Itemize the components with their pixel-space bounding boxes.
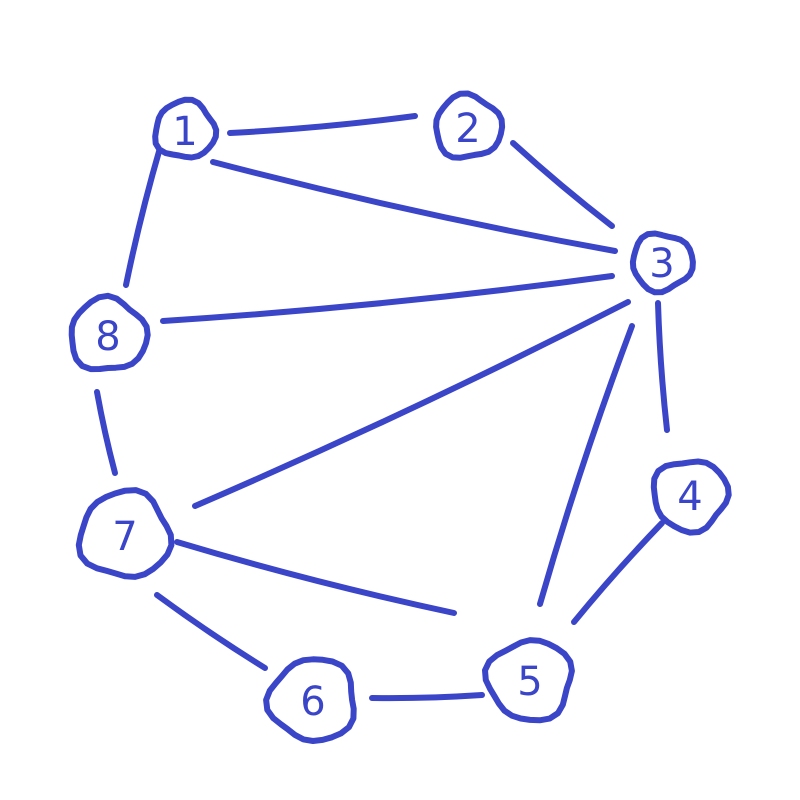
node-7: 7 bbox=[75, 487, 175, 580]
edge-6-7 bbox=[154, 592, 268, 671]
node-3-circle bbox=[629, 230, 696, 296]
edge-3-8 bbox=[160, 273, 615, 324]
node-1: 1 bbox=[152, 96, 220, 161]
node-3-label: 3 bbox=[649, 241, 674, 287]
node-8-label: 8 bbox=[95, 314, 120, 360]
node-7-circle bbox=[75, 487, 175, 580]
edge-1-8 bbox=[123, 145, 163, 288]
node-6: 6 bbox=[263, 656, 357, 744]
edge-4-5 bbox=[571, 520, 665, 625]
edge-1-2 bbox=[227, 113, 418, 136]
node-3: 3 bbox=[629, 230, 696, 296]
edge-3-4 bbox=[655, 300, 670, 433]
node-7-label: 7 bbox=[112, 514, 137, 560]
node-8: 8 bbox=[68, 292, 151, 373]
node-6-label: 6 bbox=[300, 679, 325, 725]
node-1-label: 1 bbox=[172, 109, 197, 155]
edge-1-3 bbox=[210, 159, 618, 254]
edge-7-8 bbox=[94, 389, 118, 476]
node-5-label: 5 bbox=[517, 659, 542, 705]
node-1-circle bbox=[152, 96, 220, 161]
node-4-label: 4 bbox=[677, 474, 702, 520]
nodes-layer: 1 2 3 4 5 6 7 8 bbox=[68, 90, 732, 744]
node-2: 2 bbox=[433, 90, 506, 161]
edge-5-6 bbox=[369, 692, 485, 702]
edges-layer bbox=[94, 113, 670, 702]
node-2-circle bbox=[433, 90, 506, 161]
node-2-label: 2 bbox=[455, 106, 480, 152]
node-4: 4 bbox=[650, 458, 732, 536]
edge-2-3 bbox=[510, 140, 615, 229]
node-5-circle bbox=[482, 637, 575, 724]
node-4-circle bbox=[650, 458, 732, 536]
node-8-circle bbox=[68, 292, 151, 373]
edge-3-5 bbox=[537, 323, 635, 607]
edge-3-7 bbox=[192, 299, 631, 509]
node-6-circle bbox=[263, 656, 357, 744]
edge-5-7 bbox=[174, 539, 457, 616]
node-5: 5 bbox=[482, 637, 575, 724]
